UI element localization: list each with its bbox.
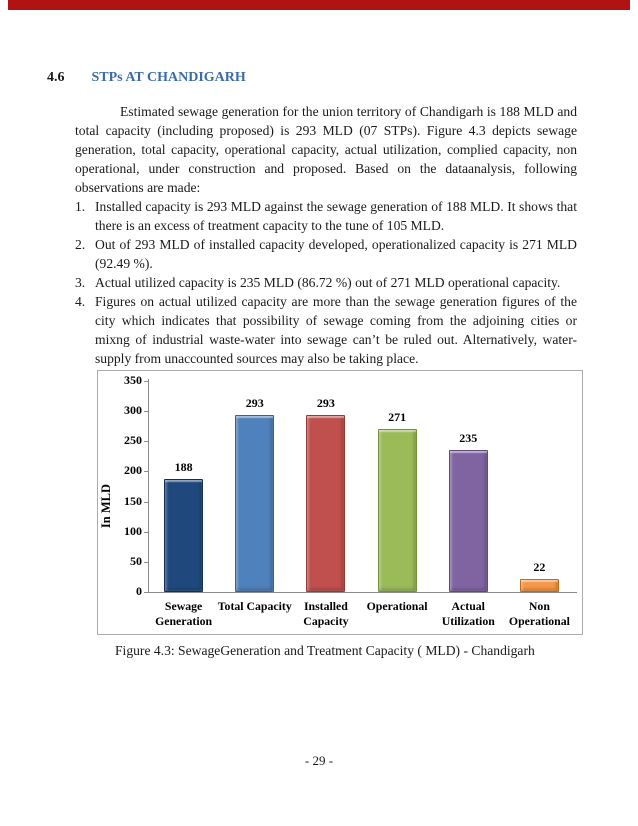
observation-text: Installed capacity is 293 MLD against th… xyxy=(95,199,577,233)
y-tick-mark xyxy=(144,381,148,382)
y-tick-mark xyxy=(144,441,148,443)
bar-value-label: 293 xyxy=(316,396,335,411)
x-category-label: Installed Capacity xyxy=(303,599,349,628)
x-category-label: Non Operational xyxy=(508,599,570,628)
y-tick-label: 0 xyxy=(136,584,142,598)
observation-item: 3. Actual utilized capacity is 235 MLD (… xyxy=(75,273,577,292)
observation-item: 2. Out of 293 MLD of installed capacity … xyxy=(75,235,577,273)
observation-text: Out of 293 MLD of installed capacity dev… xyxy=(95,237,577,271)
x-category-label: Sewage Generation xyxy=(155,599,213,628)
bar-chart: In MLD 0 50 100 150 200 250 300 350 188 Sewage Ge… xyxy=(97,370,583,635)
y-tick-mark xyxy=(144,501,148,503)
y-tick-label: 200 xyxy=(124,463,142,478)
y-tick-label: 250 xyxy=(124,433,142,448)
figure-caption: Figure 4.3: SewageGeneration and Treatme… xyxy=(115,643,535,658)
x-category-label: Total Capacity xyxy=(217,599,292,613)
observation-item: 4. Figures on actual utilized capacity a… xyxy=(75,292,577,368)
observation-number: 2. xyxy=(75,237,86,252)
top-red-bar xyxy=(8,0,630,10)
bar-1 xyxy=(235,415,275,592)
bar-value-label: 235 xyxy=(459,431,478,446)
observation-number: 3. xyxy=(75,275,86,290)
observation-text: Actual utilized capacity is 235 MLD (86.… xyxy=(95,275,561,290)
bar-value-label: 293 xyxy=(245,396,264,411)
bar-value-label: 188 xyxy=(174,459,193,474)
x-category-label: Operational xyxy=(366,599,428,613)
bar-0 xyxy=(164,478,204,592)
intro-paragraph: Estimated sewage generation for the unio… xyxy=(75,104,577,195)
y-tick-mark xyxy=(144,561,148,563)
y-tick-label: 300 xyxy=(124,403,142,418)
section-heading: 4.6 STPs AT CHANDIGARH xyxy=(47,70,246,86)
y-tick-mark xyxy=(144,471,148,473)
page-number: - 29 - xyxy=(304,753,334,768)
bar-value-label: 271 xyxy=(388,409,407,424)
x-axis-line xyxy=(148,592,577,593)
body-text: Estimated sewage generation for the unio… xyxy=(75,102,577,368)
y-tick-mark xyxy=(144,411,148,413)
observation-item: 1. Installed capacity is 293 MLD against… xyxy=(75,197,577,235)
bar-5 xyxy=(519,578,559,592)
y-tick-label: 100 xyxy=(124,523,142,538)
y-tick-label: 50 xyxy=(130,553,142,568)
bar-3 xyxy=(377,428,417,592)
y-tick-mark xyxy=(144,531,148,533)
bar-value-label: 22 xyxy=(533,559,546,574)
observation-text: Figures on actual utilized capacity are … xyxy=(95,294,577,366)
y-axis-line xyxy=(148,379,149,593)
x-category-label: Actual Utilization xyxy=(441,599,495,628)
section-number: 4.6 xyxy=(47,70,65,85)
y-tick-mark xyxy=(144,592,148,593)
bar-4 xyxy=(448,450,488,592)
bar-2 xyxy=(306,415,346,592)
section-title: STPs AT CHANDIGARH xyxy=(91,70,246,85)
y-tick-label: 150 xyxy=(124,493,142,508)
y-tick-label: 350 xyxy=(124,373,142,387)
observation-number: 4. xyxy=(75,294,86,309)
observation-number: 1. xyxy=(75,199,86,214)
